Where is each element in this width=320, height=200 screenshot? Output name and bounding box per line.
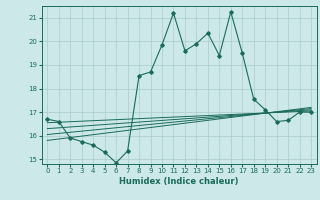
X-axis label: Humidex (Indice chaleur): Humidex (Indice chaleur) <box>119 177 239 186</box>
